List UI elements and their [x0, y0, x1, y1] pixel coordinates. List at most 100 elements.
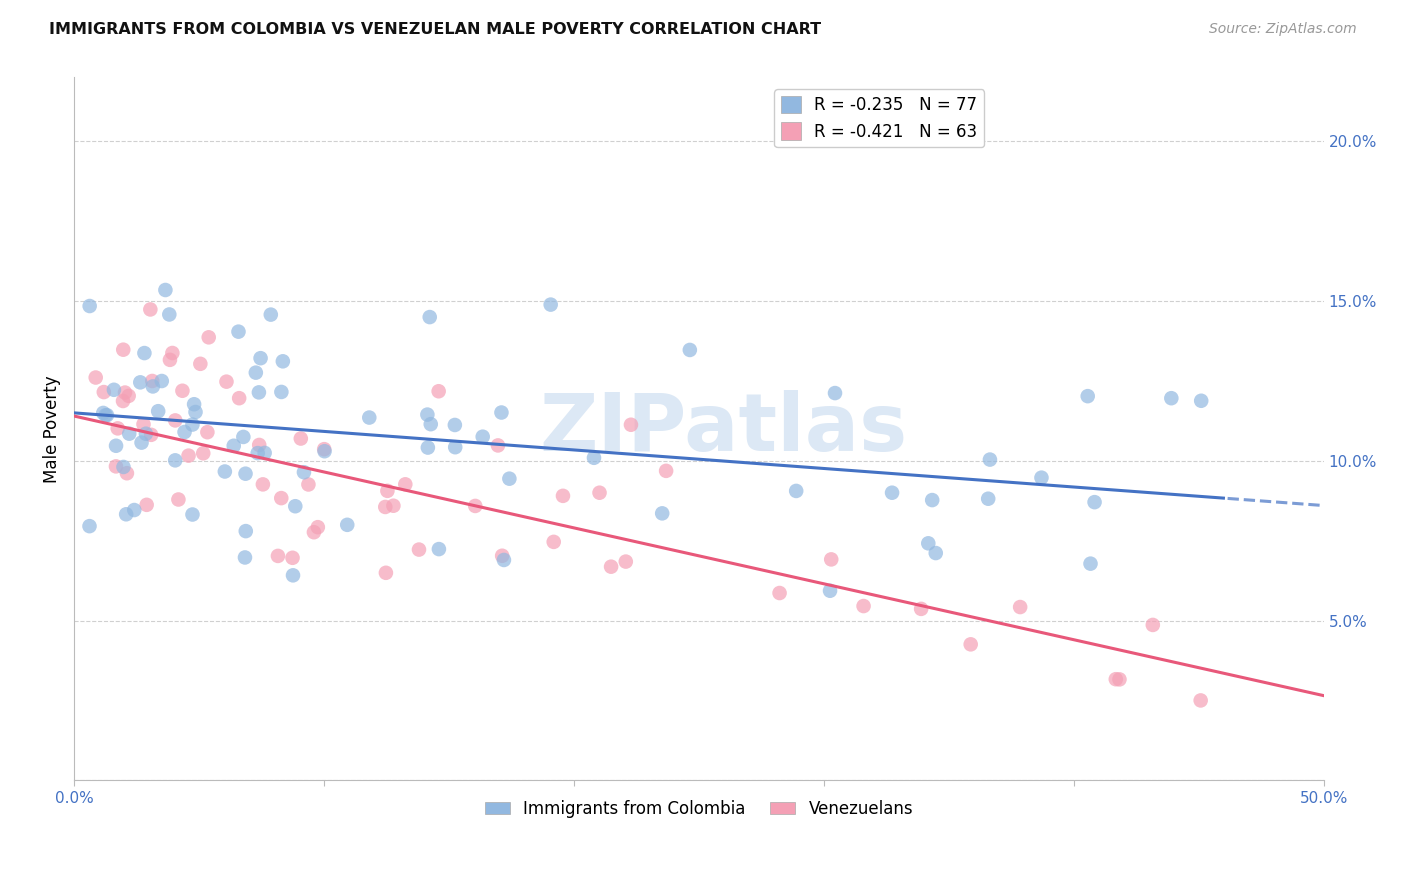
- Point: [582, 450, 605, 465]
- Point: [651, 507, 673, 521]
- Point: [284, 500, 307, 514]
- Point: [79, 299, 101, 313]
- Point: [1031, 471, 1053, 485]
- Point: [419, 417, 441, 432]
- Point: [1010, 600, 1032, 615]
- Point: [214, 465, 236, 479]
- Point: [167, 492, 190, 507]
- Point: [551, 489, 574, 503]
- Point: [464, 499, 486, 513]
- Point: [600, 559, 623, 574]
- Point: [925, 546, 948, 560]
- Point: [785, 483, 807, 498]
- Point: [233, 550, 256, 565]
- Point: [1160, 391, 1182, 405]
- Point: [134, 346, 156, 360]
- Point: [135, 498, 157, 512]
- Point: [141, 427, 163, 442]
- Point: [184, 405, 207, 419]
- Point: [1108, 673, 1130, 687]
- Point: [247, 438, 270, 452]
- Point: [491, 405, 513, 419]
- Point: [181, 417, 204, 432]
- Point: [444, 440, 467, 454]
- Point: [222, 439, 245, 453]
- Point: [302, 525, 325, 540]
- Point: [159, 352, 181, 367]
- Point: [228, 325, 250, 339]
- Point: [249, 351, 271, 366]
- Point: [114, 385, 136, 400]
- Point: [977, 491, 1000, 506]
- Point: [880, 485, 903, 500]
- Point: [818, 583, 841, 598]
- Point: [131, 435, 153, 450]
- Point: [165, 413, 187, 427]
- Point: [96, 408, 118, 422]
- Point: [84, 370, 107, 384]
- Point: [1142, 618, 1164, 632]
- Point: [142, 379, 165, 393]
- Point: [498, 472, 520, 486]
- Point: [917, 536, 939, 550]
- Point: [1189, 393, 1212, 408]
- Point: [444, 417, 467, 432]
- Point: [246, 446, 269, 460]
- Point: [235, 467, 257, 481]
- Point: [232, 430, 254, 444]
- Point: [921, 493, 943, 508]
- Point: [307, 520, 329, 534]
- Point: [852, 599, 875, 613]
- Point: [155, 283, 177, 297]
- Point: [172, 384, 194, 398]
- Point: [491, 549, 513, 563]
- Point: [427, 542, 450, 557]
- Point: [824, 386, 846, 401]
- Point: [374, 500, 396, 514]
- Point: [112, 343, 135, 357]
- Point: [245, 366, 267, 380]
- Point: [135, 426, 157, 441]
- Point: [416, 408, 439, 422]
- Point: [91, 406, 114, 420]
- Point: [115, 467, 138, 481]
- Point: [394, 477, 416, 491]
- Point: [183, 397, 205, 411]
- Point: [270, 491, 292, 505]
- Point: [115, 508, 138, 522]
- Point: [188, 357, 211, 371]
- Point: [148, 404, 170, 418]
- Point: [252, 477, 274, 491]
- Point: [157, 308, 180, 322]
- Point: [408, 542, 430, 557]
- Point: [173, 425, 195, 439]
- Point: [486, 438, 509, 452]
- Point: [197, 330, 219, 344]
- Point: [270, 384, 292, 399]
- Point: [103, 383, 125, 397]
- Point: [247, 385, 270, 400]
- Point: [129, 376, 152, 390]
- Point: [820, 552, 842, 566]
- Point: [104, 459, 127, 474]
- Point: [118, 426, 141, 441]
- Point: [620, 417, 643, 432]
- Text: IMMIGRANTS FROM COLOMBIA VS VENEZUELAN MALE POVERTY CORRELATION CHART: IMMIGRANTS FROM COLOMBIA VS VENEZUELAN M…: [49, 22, 821, 37]
- Point: [162, 346, 184, 360]
- Point: [271, 354, 294, 368]
- Point: [1083, 495, 1105, 509]
- Text: Source: ZipAtlas.com: Source: ZipAtlas.com: [1209, 22, 1357, 37]
- Legend: Immigrants from Colombia, Venezuelans: Immigrants from Colombia, Venezuelans: [478, 793, 920, 825]
- Point: [614, 555, 637, 569]
- Point: [655, 464, 678, 478]
- Point: [281, 550, 304, 565]
- Point: [768, 586, 790, 600]
- Point: [471, 430, 494, 444]
- Point: [427, 384, 450, 399]
- Point: [1080, 557, 1102, 571]
- Point: [235, 524, 257, 538]
- Point: [93, 385, 115, 400]
- Point: [290, 432, 312, 446]
- Point: [297, 477, 319, 491]
- Point: [416, 441, 439, 455]
